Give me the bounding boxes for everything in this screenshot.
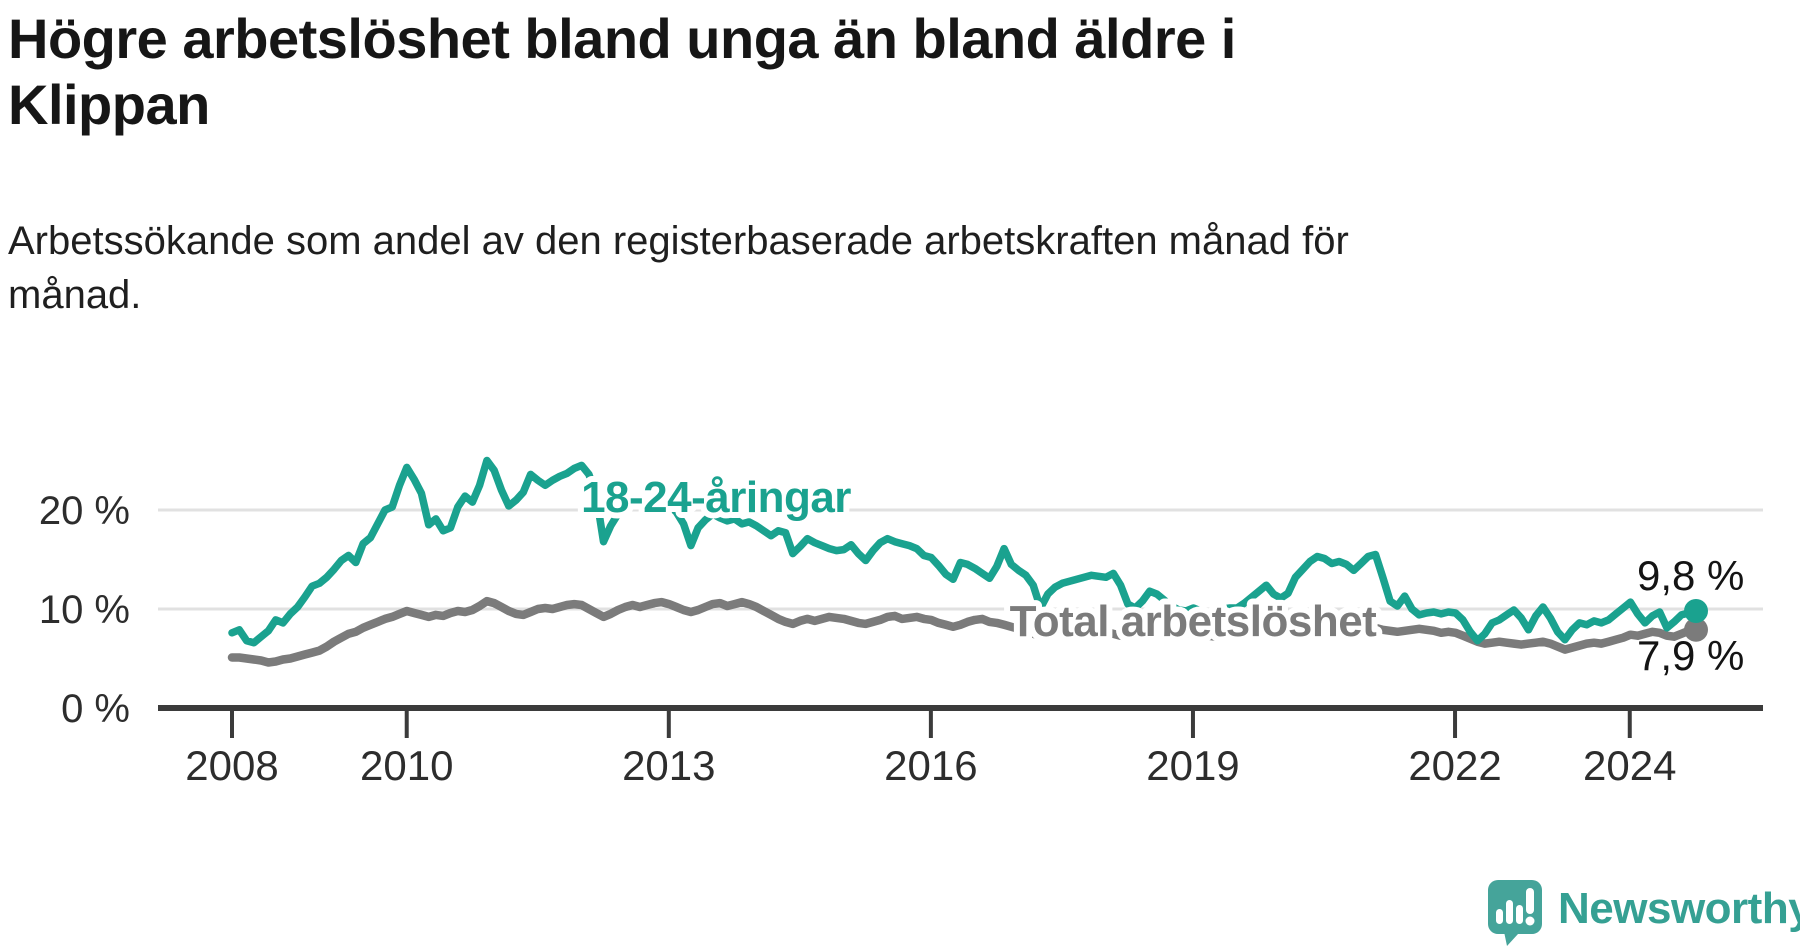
chart-area: 2008 2010 2013 2016 2019 2022 2024 0 % 10 % 20 % T… — [0, 330, 1800, 800]
newsworthy-logo-icon — [1488, 880, 1542, 946]
series-line-total — [227, 596, 1701, 667]
x-tick-label-2024: 2024 — [1583, 742, 1676, 789]
series-line-youth — [228, 456, 1700, 647]
newsworthy-branding: Newsworthy — [1486, 878, 1800, 948]
y-tick-label-0: 0 % — [61, 687, 130, 731]
y-tick-label-10: 10 % — [39, 588, 130, 632]
end-value-label-youth: 9,8 % — [1637, 552, 1744, 599]
series-endpoint-dot-youth — [1684, 598, 1708, 623]
end-value-label-total: 7,9 % — [1637, 632, 1744, 679]
page-title: Högre arbetslöshet bland unga än bland ä… — [8, 7, 1236, 136]
x-tick-label-2013: 2013 — [622, 742, 715, 789]
newsworthy-wordmark: Newsworthy — [1558, 884, 1800, 933]
x-tick-label-2008: 2008 — [185, 742, 278, 789]
series-label-youth: 18-24-åringar — [581, 473, 851, 522]
page-subtitle: Arbetssökande som andel av den registerb… — [8, 219, 1349, 317]
series-label-total: Total arbetslöshet — [1010, 597, 1378, 646]
x-tick-label-2016: 2016 — [884, 742, 977, 789]
x-tick-label-2019: 2019 — [1146, 742, 1239, 789]
x-tick-label-2010: 2010 — [360, 742, 453, 789]
y-tick-label-20: 20 % — [39, 489, 130, 533]
series-endpoint-dot-total — [1684, 617, 1708, 642]
x-tick-label-2022: 2022 — [1408, 742, 1501, 789]
unemployment-line-chart: 2008 2010 2013 2016 2019 2022 2024 0 % 10 % 20 % T… — [39, 456, 1763, 789]
